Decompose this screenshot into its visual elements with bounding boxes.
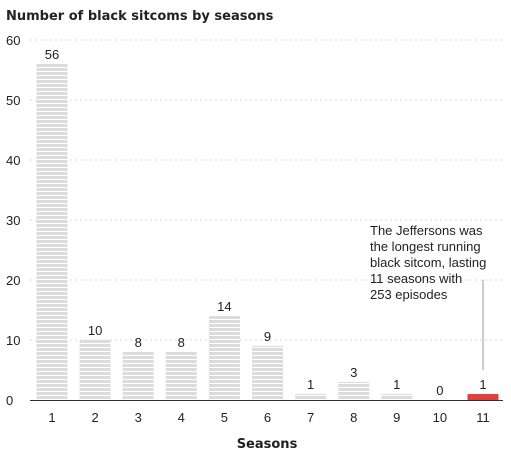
y-tick-label: 40: [6, 153, 20, 168]
value-label-7: 1: [307, 377, 314, 392]
x-tick-label-7: 7: [307, 410, 314, 425]
annotation-line: 253 episodes: [370, 287, 448, 302]
bar-8: [338, 382, 370, 400]
value-label-6: 9: [264, 329, 271, 344]
gridlines: [30, 39, 503, 341]
x-axis-title: Seasons: [237, 437, 298, 452]
x-tick-label-4: 4: [178, 410, 185, 425]
bar-3: [122, 352, 154, 400]
value-label-4: 8: [178, 335, 185, 350]
y-tick-label: 50: [6, 93, 20, 108]
bar-7: [295, 394, 327, 400]
value-label-3: 8: [135, 335, 142, 350]
annotation-line: black sitcom, lasting: [370, 255, 486, 270]
x-tick-label-6: 6: [264, 410, 271, 425]
bar-5: [208, 316, 240, 400]
y-tick-label: 0: [6, 393, 13, 408]
value-label-2: 10: [88, 323, 102, 338]
annotation-line: the longest running: [370, 239, 481, 254]
x-tick-label-11: 11: [476, 410, 490, 425]
y-tick-label: 60: [6, 33, 20, 48]
x-tick-label-8: 8: [350, 410, 357, 425]
value-label-9: 1: [393, 377, 400, 392]
x-tick-label-2: 2: [91, 410, 98, 425]
y-tick-label: 30: [6, 213, 20, 228]
value-label-8: 3: [350, 365, 357, 380]
x-axis-ticks: 1 2 3 4 5 6 7 8 9 10 11: [48, 410, 489, 425]
y-tick-label: 20: [6, 273, 20, 288]
bar-11: [467, 394, 499, 400]
x-tick-label-3: 3: [135, 410, 142, 425]
y-axis-ticks: 0 10 20 30 40 50 60: [6, 33, 20, 408]
value-label-11: 1: [479, 377, 486, 392]
value-label-1: 56: [45, 47, 59, 62]
bar-9: [381, 394, 413, 400]
x-tick-label-1: 1: [48, 410, 55, 425]
chart-title: Number of black sitcoms by seasons: [6, 9, 274, 24]
value-label-5: 14: [217, 299, 231, 314]
bar-2: [79, 340, 111, 400]
annotation-line: 11 seasons with: [370, 271, 462, 286]
value-label-10: 0: [436, 383, 443, 398]
annotation-line: The Jeffersons was: [370, 223, 483, 238]
bar-1: [36, 64, 68, 400]
x-tick-label-9: 9: [393, 410, 400, 425]
bar-4: [165, 352, 197, 400]
y-tick-label: 10: [6, 333, 20, 348]
x-tick-label-5: 5: [221, 410, 228, 425]
bar-6: [252, 346, 283, 400]
bars: [36, 64, 499, 400]
x-tick-label-10: 10: [433, 410, 447, 425]
